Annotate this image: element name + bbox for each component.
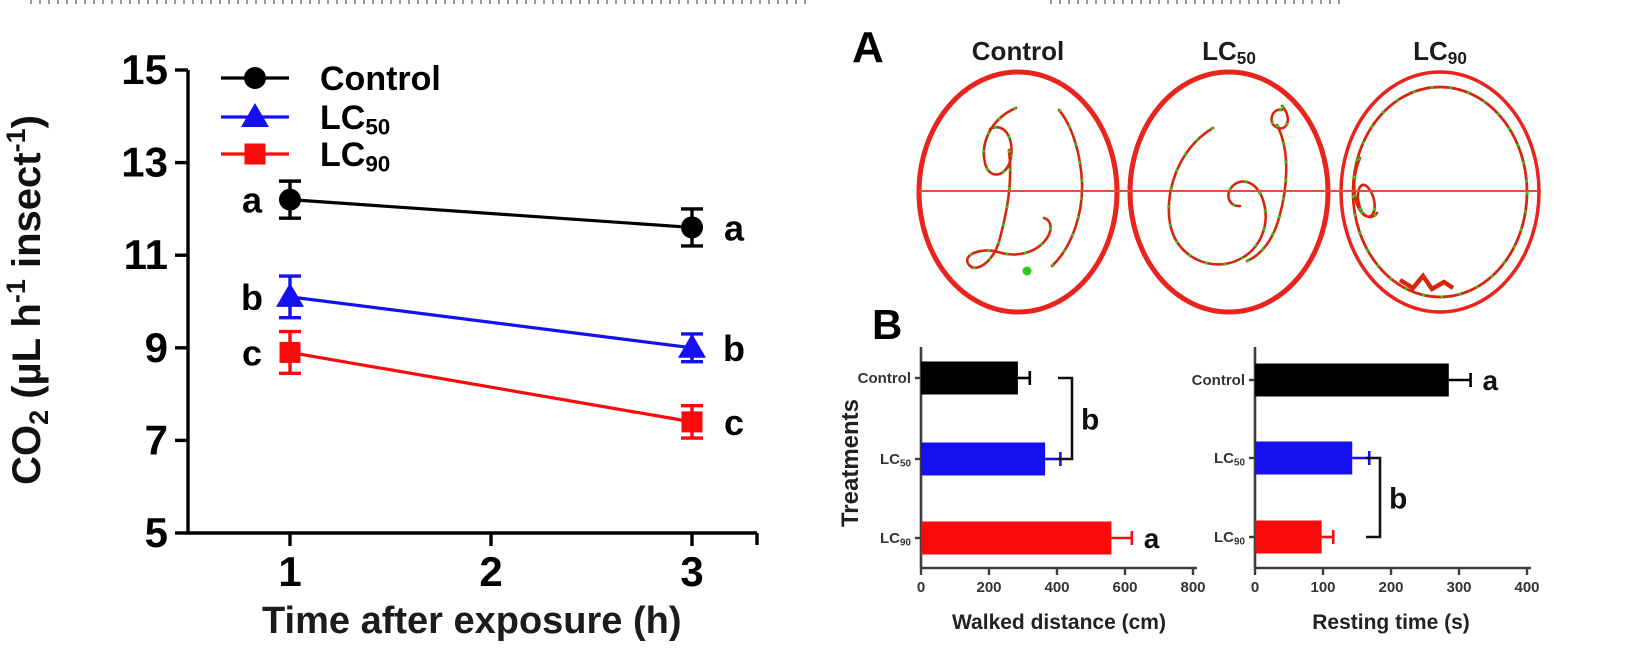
series-marker-triangle (678, 333, 706, 358)
arena-track-tangle (1398, 272, 1455, 292)
y-tick-label: 9 (145, 324, 168, 371)
category-label-LC_90: LC90 (880, 530, 911, 548)
arena-track (1050, 108, 1084, 268)
arena-track-dots (1246, 124, 1288, 263)
significance-letter: b (723, 328, 745, 369)
y-tick-label: 15 (121, 46, 168, 93)
walked-distance-bar-chart: 0 200 400 600 800 Control LC50 LC90 a b (858, 347, 1206, 596)
cropped-text-artifact-strip (30, 0, 810, 4)
series-line-Control (289, 198, 693, 230)
x-tick-label: 200 (1378, 579, 1403, 596)
y-axis-title-co2: CO2 (µL h-1 insect-1) (1, 115, 54, 485)
y-tick-label: 13 (121, 139, 168, 186)
x-tick-label: 0 (917, 579, 925, 596)
significance-letter: c (242, 332, 262, 373)
arena-title-LC_50: LC50 (1202, 36, 1256, 68)
series-line-LC_50 (289, 295, 693, 350)
x-tick-label: 100 (1310, 579, 1335, 596)
arena-tracks-panel: Control LC50 LC90 (916, 36, 1541, 315)
bar-LC_50 (921, 442, 1046, 476)
arena-track-dots (965, 149, 1053, 270)
x-tick-label: 200 (976, 579, 1001, 596)
x-tick-label: 2 (479, 548, 502, 595)
arena-track (1270, 104, 1290, 130)
significance-letter-a: a (1483, 365, 1499, 396)
series-marker-triangle (241, 103, 269, 127)
bar-Control (921, 361, 1018, 395)
x-tick-label: 3 (680, 548, 703, 595)
series-marker-circle (279, 188, 301, 211)
arena-track (982, 106, 1018, 176)
arena-track-dots (1050, 108, 1084, 268)
series-marker-circle (244, 67, 266, 89)
category-label-LC_50: LC50 (1214, 450, 1245, 468)
bar-LC_50 (1255, 441, 1353, 475)
y-tick-label: 5 (145, 509, 168, 556)
series-line-LC_90 (289, 350, 693, 424)
significance-letter: c (724, 402, 744, 443)
x-tick-label: 1 (278, 548, 301, 595)
y-tick-label: 11 (124, 231, 168, 278)
arena-track (965, 148, 1052, 269)
arena-title-Control: Control (972, 36, 1064, 66)
series-marker-square (279, 341, 301, 363)
arena-track (1167, 126, 1267, 266)
series-marker-circle (681, 216, 703, 239)
cropped-text-artifact-strip-2 (1050, 0, 1340, 4)
x-tick-label: 0 (1251, 579, 1259, 596)
arena-title-LC_90: LC90 (1413, 36, 1467, 68)
category-label-LC_50: LC50 (880, 451, 911, 469)
x-tick-label: 400 (1044, 579, 1069, 596)
panel-b-label: B (872, 301, 903, 348)
bar-Control (1255, 363, 1449, 397)
panel-a-label: A (852, 23, 884, 72)
x-axis-title-walked-distance: Walked distance (cm) (952, 611, 1166, 634)
legend-label-Control: Control (320, 60, 441, 98)
series-marker-square (681, 411, 703, 433)
legend-label-LC_50: LC50 (320, 99, 390, 139)
category-label-LC_90: LC90 (1214, 529, 1245, 547)
category-label-Control: Control (1192, 372, 1245, 389)
x-axis-title-resting-time: Resting time (s) (1312, 611, 1470, 634)
series-marker-triangle (276, 282, 304, 307)
significance-letter: a (242, 180, 263, 221)
bar-LC_90 (921, 521, 1112, 555)
x-tick-label: 600 (1112, 579, 1137, 596)
arena-track-dots (1167, 126, 1268, 266)
y-axis-title-treatments: Treatments (837, 398, 864, 528)
significance-letter: a (724, 207, 745, 248)
significance-bracket (1058, 376, 1074, 461)
significance-letter-a: a (1144, 523, 1160, 554)
y-tick-label: 7 (145, 416, 168, 463)
significance-bracket (1366, 456, 1382, 539)
significance-letter: b (241, 277, 263, 318)
significance-letter-b: b (1081, 404, 1099, 437)
x-axis-title-co2: Time after exposure (h) (262, 600, 682, 642)
significance-letter-b: b (1389, 483, 1407, 516)
x-tick-label: 800 (1180, 579, 1205, 596)
resting-time-bar-chart: 0 100 200 300 400 Control a LC50 LC90 b (1192, 347, 1540, 596)
arena-track-start-dot (1022, 266, 1032, 276)
x-tick-label: 400 (1514, 579, 1539, 596)
series-marker-square (244, 143, 266, 165)
category-label-Control: Control (858, 370, 911, 387)
x-tick-label: 300 (1446, 579, 1471, 596)
bar-LC_90 (1255, 520, 1322, 554)
arena-track (1245, 123, 1288, 263)
legend-label-LC_90: LC90 (320, 136, 390, 176)
